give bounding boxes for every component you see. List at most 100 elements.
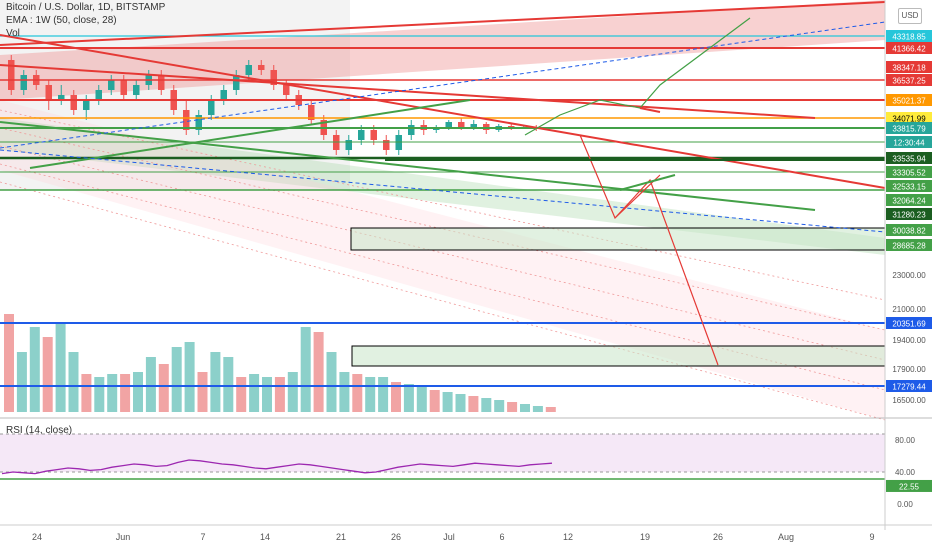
green-trendline (0, 121, 816, 211)
volume-bar (403, 384, 414, 412)
candle-body (283, 85, 290, 95)
price-label-bg (886, 317, 932, 329)
rsi-tick: 40.00 (895, 468, 916, 477)
volume-bar (107, 374, 118, 412)
green-arrow (619, 174, 676, 191)
time-axis: 24 Jun 7 14 21 26 Jul 6 12 19 26 Aug 9 (0, 524, 932, 542)
candle-body (158, 75, 165, 90)
volume-bar (391, 382, 401, 412)
price-label-bg (886, 94, 932, 106)
price-label-bg (886, 208, 932, 220)
time-tick: 7 (200, 532, 205, 542)
volume-bar (532, 406, 543, 412)
candle-body (208, 100, 215, 115)
green-channel (0, 118, 885, 255)
rsi-current-bg (886, 479, 932, 492)
candle-body (383, 140, 390, 150)
volume-bar (133, 372, 143, 412)
price-label: 32533.15 (892, 183, 926, 192)
candle-body (445, 122, 452, 128)
demand-zone-low (351, 345, 886, 367)
candle-body (8, 60, 15, 90)
price-label-bg (886, 166, 932, 178)
volume-bar (94, 377, 105, 412)
volume-bar (365, 377, 376, 412)
volume-bar (68, 352, 79, 412)
price-label: 41366.42 (892, 45, 926, 54)
candle-body (308, 105, 315, 120)
volume-bar (262, 377, 272, 412)
currency-badge[interactable]: USD (898, 8, 922, 24)
price-label-bg (886, 30, 932, 42)
price-label: 38347.18 (892, 64, 926, 73)
price-label-bg (886, 112, 932, 124)
candle-body (220, 90, 227, 100)
chart-title: Bitcoin / U.S. Dollar, 1D, BITSTAMP (6, 2, 166, 13)
volume-bar (197, 372, 208, 412)
time-tick: Jul (443, 532, 455, 542)
volume-bar (249, 374, 260, 412)
rsi-current-label: 22.55 (899, 482, 920, 491)
volume-bar (481, 398, 492, 412)
pink-channel (0, 100, 885, 420)
price-tick: 16500.00 (892, 396, 926, 405)
volume-bar (300, 327, 311, 412)
price-label-bg (886, 239, 932, 251)
rsi-line (1, 459, 553, 475)
price-label: 33305.52 (892, 169, 926, 178)
rsi-tick: 80.00 (895, 436, 916, 445)
volume-bar (223, 357, 234, 412)
volume-bar (468, 396, 479, 412)
candle-body (95, 90, 102, 100)
price-tick: 21000.00 (892, 305, 926, 314)
candle-body (358, 130, 365, 140)
candle-body (20, 75, 27, 90)
price-label: 34071.99 (892, 115, 926, 124)
price-label-bg (886, 380, 932, 392)
price-label-bg (886, 136, 932, 148)
volume-bar (339, 372, 350, 412)
candle-body (183, 110, 190, 130)
price-label: 30038.82 (892, 227, 926, 236)
time-tick: 6 (499, 532, 504, 542)
candle-body (258, 65, 265, 70)
candle-body (245, 65, 252, 75)
demand-zone (350, 227, 886, 251)
time-tick: 26 (391, 532, 401, 542)
time-tick: Aug (778, 532, 794, 542)
volume-bar (16, 352, 27, 412)
volume-bar (442, 392, 453, 412)
price-label-bg (886, 74, 932, 86)
volume-bar (520, 404, 530, 412)
volume-legend: Vol (6, 28, 20, 39)
volume-bar (274, 377, 285, 412)
candle-body (83, 100, 90, 110)
price-label: 43318.85 (892, 33, 926, 42)
price-tick: 17900.00 (892, 365, 926, 374)
volume-bar (416, 387, 427, 412)
price-label: 20351.69 (892, 320, 926, 329)
candle-body (70, 95, 77, 110)
candle-body (120, 80, 127, 95)
candle-body (58, 95, 65, 100)
price-label: 33815.79 (892, 125, 926, 134)
volume-bar (55, 322, 66, 412)
red-arrow (639, 107, 661, 113)
volume-bar (236, 377, 247, 412)
rsi-legend: RSI (14, close) (6, 425, 73, 436)
price-label: 12:30:44 (893, 139, 925, 148)
blue-dashed-rise (0, 21, 886, 149)
price-label-bg (886, 122, 932, 134)
candle-body (470, 124, 477, 127)
projection-down-b (614, 178, 719, 366)
rsi-band (0, 434, 885, 472)
candle-body (195, 115, 202, 130)
price-label-bg (886, 180, 932, 192)
candle-body (133, 85, 140, 95)
candle-body (233, 75, 240, 90)
volume-bar (184, 342, 195, 412)
price-label-bg (886, 42, 932, 54)
price-label-bg (886, 152, 932, 164)
red-trendline-short (0, 64, 816, 119)
